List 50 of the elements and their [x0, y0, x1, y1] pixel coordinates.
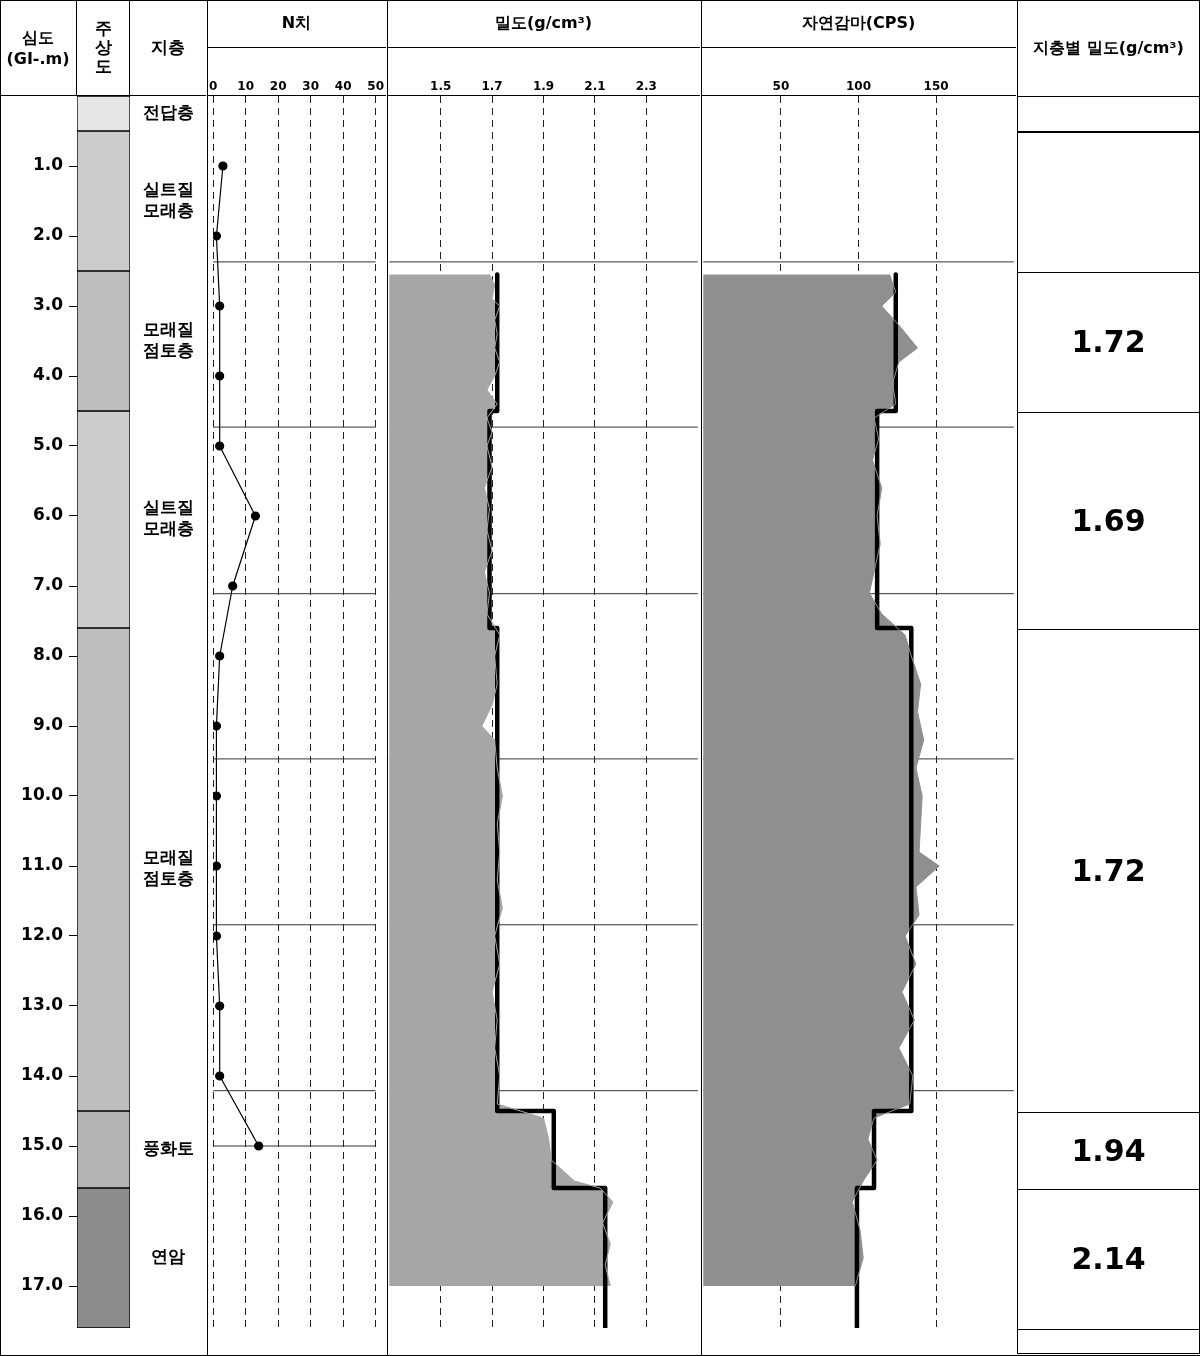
y-tick-label: 5.0	[32, 434, 64, 455]
y-tick-label: 9.0	[32, 714, 64, 735]
legend-title: 지층	[130, 0, 206, 96]
x-tick-label: 50	[772, 78, 790, 93]
series-label: 모래질 점토층	[142, 847, 194, 889]
y-tick-label: 6.0	[32, 504, 64, 525]
y-tick-label: 8.0	[32, 644, 64, 665]
y-tick-label: 7.0	[32, 574, 64, 595]
series-label: 실트질 모래층	[142, 178, 194, 220]
y-tick-label: 17.0	[21, 1274, 64, 1295]
chart-title: 자연감마(CPS)	[701, 0, 1016, 48]
y-tick-label: 16.0	[21, 1204, 64, 1225]
y-tick-label: 14.0	[21, 1064, 64, 1085]
y-tick-label: 4.0	[32, 364, 64, 385]
chart-title: 주상도	[77, 0, 130, 96]
text: 1.72	[1070, 852, 1147, 889]
series-label: 실트질 모래층	[142, 497, 194, 539]
y-tick-label: 11.0	[21, 854, 64, 875]
y-tick-label: 15.0	[21, 1134, 64, 1155]
text: 1.72	[1070, 324, 1147, 360]
chart-title: N치	[207, 0, 386, 48]
y-tick-label: 2.0	[32, 224, 64, 245]
x-tick-label: 2.3	[635, 78, 657, 93]
x-tick-label: 1.7	[481, 78, 503, 93]
x-tick-label: 2.1	[584, 78, 606, 93]
x-tick-label: 50	[367, 78, 384, 93]
x-tick-label: 30	[302, 78, 320, 93]
x-tick-label: 150	[923, 78, 949, 93]
x-tick-label: 10	[237, 78, 255, 93]
x-tick-label: 0	[209, 78, 218, 93]
series-label: 연암	[151, 1246, 185, 1267]
y-tick-label: 1.0	[32, 154, 64, 175]
y-tick-label: 3.0	[32, 294, 64, 315]
text: 지층별 밀도(g/cm³)	[1018, 1, 1199, 97]
y-tick-label: 13.0	[21, 994, 64, 1015]
y-axis-title: 심도 (GI-.m)	[0, 0, 77, 96]
y-tick-label: 12.0	[21, 924, 64, 945]
x-tick-label: 40	[334, 78, 352, 93]
text: 2.14	[1070, 1241, 1147, 1277]
x-tick-label: 1.9	[532, 78, 555, 93]
x-tick-label: 100	[845, 78, 872, 93]
series-label: 전답층	[142, 101, 194, 122]
text: 1.69	[1070, 502, 1147, 539]
y-tick-label: 10.0	[21, 784, 64, 805]
text: 1.94	[1070, 1132, 1147, 1169]
x-tick-label: 20	[269, 78, 287, 93]
series-label: 풍화토	[142, 1137, 194, 1158]
x-tick-label: 1.5	[430, 78, 452, 93]
chart-title: 밀도(g/cm³)	[387, 0, 700, 48]
series-label: 모래질 점토층	[142, 318, 194, 360]
